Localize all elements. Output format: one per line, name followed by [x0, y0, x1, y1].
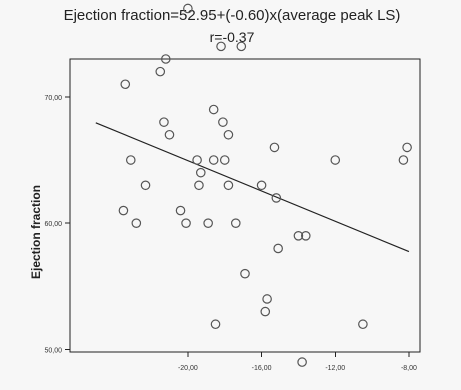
- data-point: [297, 357, 307, 367]
- data-point: [236, 41, 247, 52]
- regression-line: [95, 122, 410, 253]
- data-point: [230, 218, 241, 228]
- data-point: [155, 66, 166, 77]
- data-point: [131, 218, 142, 228]
- data-point: [293, 231, 304, 241]
- x-tick-label: -8,00: [401, 365, 417, 372]
- data-point: [271, 193, 282, 203]
- y-axis-label: Ejection fraction: [29, 185, 43, 279]
- data-point: [210, 319, 221, 330]
- data-point: [358, 319, 368, 330]
- x-tick-label: -12,00: [325, 365, 345, 372]
- data-point: [216, 41, 226, 52]
- data-point: [175, 205, 186, 216]
- data-point: [125, 155, 136, 165]
- y-tick-label: 50,00: [44, 347, 62, 354]
- data-point: [164, 129, 175, 140]
- data-point: [256, 180, 267, 191]
- data-point: [159, 117, 169, 127]
- plot-frame: [69, 58, 421, 353]
- data-point: [118, 205, 129, 216]
- data-point: [183, 3, 193, 14]
- y-tick-label: 70,00: [44, 95, 62, 102]
- data-point: [262, 294, 272, 304]
- data-point: [192, 155, 202, 165]
- x-tick-label: -16,00: [252, 365, 272, 372]
- data-point: [219, 155, 230, 165]
- data-point: [208, 155, 219, 165]
- data-point: [181, 218, 191, 228]
- data-point: [195, 167, 206, 178]
- plot-area: -20,00 -16,00 -12,00 -8,00 70,00 60,00 50,00: [44, 3, 421, 372]
- data-point: [300, 231, 311, 241]
- chart-title: Ejection fraction=52.95+(-0.60)x(average…: [64, 7, 401, 24]
- data-point: [218, 117, 228, 127]
- data-point: [194, 180, 204, 191]
- data-point: [240, 268, 250, 279]
- x-tick-label: -20,00: [178, 365, 198, 372]
- y-tick-label: 60,00: [44, 221, 62, 228]
- data-point: [269, 142, 280, 153]
- data-point: [120, 79, 131, 90]
- data-point: [223, 180, 234, 191]
- data-point: [140, 180, 151, 191]
- data-point: [203, 218, 213, 228]
- data-point: [208, 104, 219, 115]
- data-point: [260, 306, 271, 317]
- data-point: [398, 155, 409, 165]
- data-point: [402, 142, 412, 153]
- data-point: [330, 155, 341, 165]
- data-point: [223, 129, 234, 140]
- chart-subtitle: r=-0.37: [210, 29, 255, 45]
- data-point: [160, 54, 171, 64]
- data-point: [273, 243, 283, 254]
